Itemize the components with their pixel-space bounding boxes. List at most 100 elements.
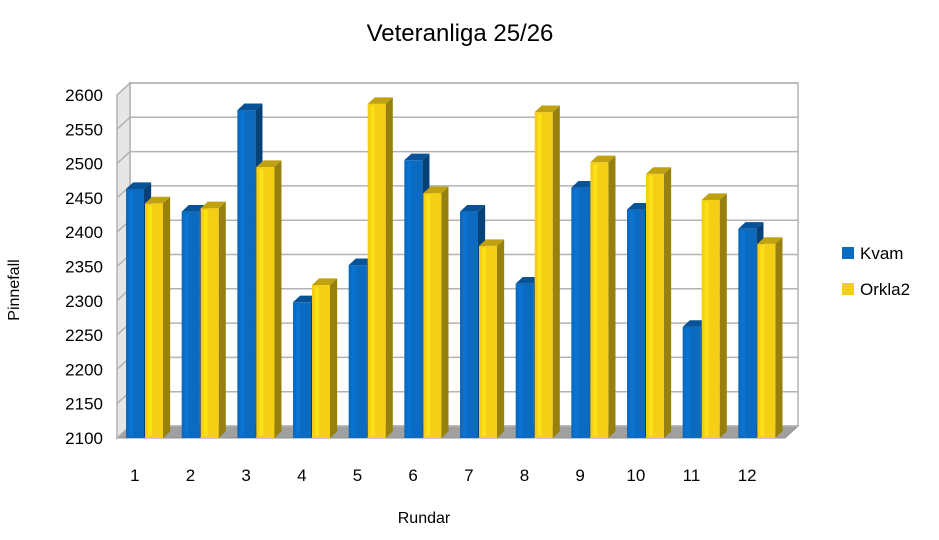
y-axis-title: Pinnefall bbox=[6, 259, 23, 320]
chart-title: Veteranliga 25/26 bbox=[367, 20, 554, 47]
x-tick-label: 10 bbox=[626, 466, 645, 485]
bar-top bbox=[181, 205, 207, 212]
bar-highlight bbox=[685, 328, 690, 436]
bar-front bbox=[646, 173, 664, 438]
bar-top bbox=[293, 295, 319, 303]
bar-front bbox=[423, 193, 442, 438]
y-tick-label: 2450 bbox=[65, 189, 103, 208]
bar-highlight bbox=[148, 205, 152, 436]
bar-highlight bbox=[296, 304, 300, 436]
bar-front bbox=[404, 160, 423, 439]
bar-highlight bbox=[259, 169, 264, 436]
bar-orkla2-5 bbox=[367, 97, 393, 439]
bar-highlight bbox=[593, 164, 598, 436]
bar-orkla2-1 bbox=[145, 196, 171, 438]
legend: Kvam Orkla2 bbox=[842, 244, 910, 299]
bar-top bbox=[126, 182, 152, 189]
x-axis-ticks: 1 2 3 4 5 6 7 8 9 10 11 12 bbox=[130, 466, 757, 485]
y-tick-label: 2250 bbox=[65, 326, 103, 345]
bar-top bbox=[237, 103, 263, 111]
y-tick-label: 2150 bbox=[65, 395, 103, 414]
bar-highlight bbox=[203, 210, 208, 436]
bar-top bbox=[404, 153, 430, 161]
bar-top bbox=[571, 181, 597, 188]
bar-highlight bbox=[184, 213, 189, 436]
bar-orkla2-12 bbox=[757, 237, 783, 438]
bar-top bbox=[738, 222, 764, 229]
bar-front bbox=[479, 245, 497, 438]
legend-label-kvam: Kvam bbox=[860, 244, 903, 263]
bar-side bbox=[274, 160, 282, 438]
bar-front bbox=[312, 285, 330, 438]
bar-side bbox=[552, 105, 560, 439]
bar-orkla2-8 bbox=[534, 105, 560, 439]
bar-front bbox=[293, 302, 311, 438]
bar-orkla2-7 bbox=[479, 239, 505, 438]
bar-highlight bbox=[649, 175, 653, 436]
x-tick-label: 11 bbox=[683, 466, 701, 485]
bar-side bbox=[497, 239, 505, 438]
x-tick-label: 9 bbox=[575, 466, 584, 485]
bar-front bbox=[200, 208, 219, 438]
x-tick-label: 2 bbox=[186, 466, 195, 485]
x-tick-label: 8 bbox=[520, 466, 529, 485]
bar-highlight bbox=[760, 245, 765, 436]
bar-front bbox=[571, 187, 590, 438]
bar-highlight bbox=[351, 267, 356, 436]
bar-top bbox=[515, 277, 541, 284]
bar-highlight bbox=[315, 287, 319, 436]
bar-front bbox=[126, 188, 144, 438]
bar-front bbox=[237, 110, 256, 438]
bar-top bbox=[757, 237, 783, 244]
y-tick-label: 2200 bbox=[65, 360, 103, 379]
bar-front bbox=[181, 211, 200, 438]
bars bbox=[126, 97, 783, 439]
bar-top bbox=[348, 258, 374, 266]
bar-highlight bbox=[741, 230, 746, 436]
bar-orkla2-4 bbox=[312, 278, 338, 438]
bar-top bbox=[646, 167, 672, 174]
bar-top bbox=[256, 160, 282, 168]
bar-side bbox=[441, 186, 449, 438]
bar-highlight bbox=[129, 190, 133, 436]
bar-side bbox=[664, 167, 672, 439]
bar-highlight bbox=[407, 162, 412, 437]
bar-highlight bbox=[370, 105, 375, 436]
bar-highlight bbox=[574, 189, 579, 436]
bar-top bbox=[200, 201, 226, 209]
bar-orkla2-9 bbox=[590, 155, 616, 439]
x-tick-label: 4 bbox=[297, 466, 306, 485]
bar-side bbox=[163, 196, 171, 438]
bar-orkla2-2 bbox=[200, 201, 226, 438]
y-tick-label: 2350 bbox=[65, 258, 103, 277]
bar-top bbox=[423, 186, 449, 194]
bar-highlight bbox=[426, 195, 431, 436]
bar-highlight bbox=[240, 112, 245, 436]
bar-orkla2-11 bbox=[701, 193, 727, 438]
bar-highlight bbox=[463, 213, 467, 436]
y-tick-label: 2400 bbox=[65, 223, 103, 242]
y-axis-ticks: 2100 2150 2200 2250 2300 2350 2400 2450 2500 2550… bbox=[65, 86, 103, 448]
bar-side bbox=[775, 237, 783, 438]
bar-front bbox=[590, 162, 609, 438]
bar-top bbox=[590, 155, 616, 163]
y-tick-label: 2600 bbox=[65, 86, 103, 105]
bar-orkla2-10 bbox=[646, 167, 672, 439]
bar-top bbox=[534, 105, 560, 113]
bar-highlight bbox=[518, 285, 523, 436]
bar-side bbox=[719, 193, 727, 438]
bar-orkla2-6 bbox=[423, 186, 449, 438]
bar-front bbox=[367, 103, 386, 438]
bar-top bbox=[627, 202, 653, 210]
bar-top bbox=[479, 239, 505, 246]
x-tick-label: 3 bbox=[241, 466, 250, 485]
bar-front bbox=[627, 209, 645, 438]
bar-front bbox=[534, 112, 553, 439]
bar-top bbox=[312, 278, 338, 286]
bar-side bbox=[608, 155, 616, 439]
bar-front bbox=[515, 283, 534, 438]
legend-swatch-orkla2 bbox=[842, 283, 854, 295]
x-axis-title: Rundar bbox=[398, 510, 451, 527]
x-tick-label: 12 bbox=[738, 466, 757, 485]
